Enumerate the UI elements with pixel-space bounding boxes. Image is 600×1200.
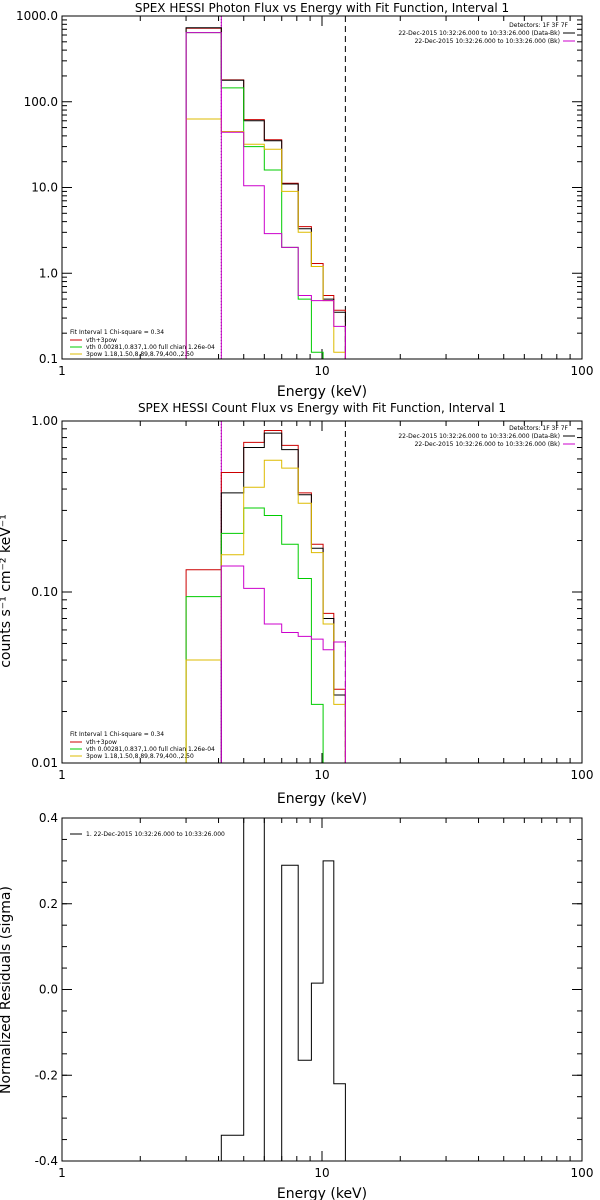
x-tick-label-10: 10 (314, 364, 329, 378)
x-tick-label-100: 100 (571, 364, 594, 378)
y-tick-label-0-1: 0.1 (39, 352, 58, 366)
legend-detectors: Detectors: 1F 3F 7F (509, 425, 568, 432)
residuals-panel: Normalized Residuals (sigma) Energy (keV… (0, 811, 593, 1200)
count-flux-legend-bottomleft: Fit Interval 1 Chi-square = 0.34 vth+3po… (70, 731, 215, 760)
legend-bk: 22-Dec-2015 10:32:26.000 to 10:33:26.000… (415, 441, 560, 448)
y-tick-label-100-0: 100.0 (24, 95, 58, 109)
count-flux-series (185, 430, 352, 764)
y-tick-label-0-0: 0.0 (39, 983, 58, 997)
residuals-xlabel: Energy (keV) (277, 1186, 367, 1200)
legend-fit-total: vth+3pow (86, 739, 117, 746)
legend-fit-3pow: 3pow 1.18,1.50,8.89,8.79,400.,2.50 (86, 753, 194, 760)
histogram-series-2 (185, 507, 352, 764)
photon-flux-panel: SPEX HESSI Photon Flux vs Energy with Fi… (16, 1, 593, 400)
y-tick-label-0-2: 0.2 (39, 897, 58, 911)
histogram-series-3 (185, 459, 352, 764)
histogram-series-0 (185, 27, 346, 359)
photon-flux-xlabel: Energy (keV) (277, 384, 367, 400)
histogram-series-1 (185, 27, 346, 359)
photon-flux-legend-bottomleft: Fit Interval 1 Chi-square = 0.34 vth+3po… (70, 329, 215, 358)
count-flux-xlabel: Energy (keV) (277, 791, 367, 807)
residuals-series (220, 817, 346, 1162)
legend-detectors: Detectors: 1F 3F 7F (509, 22, 568, 29)
y-tick-label-1-0: 1.0 (39, 266, 58, 280)
count-flux-ticks: 1 10 100 0.01 0.10 1.00 (31, 414, 593, 782)
legend-bk: 22-Dec-2015 10:32:26.000 to 10:33:26.000… (415, 38, 560, 45)
residuals-plot-frame (61, 817, 583, 1162)
histogram-series-0 (220, 817, 346, 1162)
y-tick-label-0-2: -0.2 (35, 1068, 58, 1082)
histogram-series-2 (185, 32, 346, 360)
legend-data-minus-bk: 22-Dec-2015 10:32:26.000 to 10:33:26.000… (398, 433, 560, 440)
legend-fit-header: Fit Interval 1 Chi-square = 0.34 (70, 731, 164, 738)
count-flux-plot-frame (61, 420, 583, 764)
residuals-legend-topleft: 1. 22-Dec-2015 10:32:26.000 to 10:33:26.… (70, 831, 225, 838)
photon-flux-reference-lines (220, 16, 346, 359)
photon-flux-ticks: 1 10 100 0.1 1.0 10.0 100.0 1000.0 (16, 9, 593, 378)
x-tick-label-10: 10 (314, 1166, 329, 1180)
y-tick-label-10-0: 10.0 (31, 181, 58, 195)
legend-fit-vth: vth 0.00281,0.837,1.00 full chian 1.26e-… (86, 344, 215, 351)
residuals-ticks: 1 10 100 -0.4 -0.2 0.0 0.2 0.4 (35, 811, 594, 1180)
x-tick-label-100: 100 (571, 1166, 594, 1180)
legend-fit-total: vth+3pow (86, 337, 117, 344)
y-tick-label-0-10: 0.10 (31, 585, 58, 599)
photon-flux-legend-topright: Detectors: 1F 3F 7F 22-Dec-2015 10:32:26… (398, 22, 575, 45)
x-tick-label-1: 1 (58, 1166, 66, 1180)
x-tick-label-1: 1 (58, 364, 66, 378)
photon-flux-plot-frame (61, 15, 583, 360)
legend-fit-3pow: 3pow 1.18,1.50,8.89,8.79,400.,2.50 (86, 351, 194, 358)
y-tick-label-1-00: 1.00 (31, 414, 58, 428)
x-tick-label-100: 100 (571, 768, 594, 782)
legend-residual-interval: 1. 22-Dec-2015 10:32:26.000 to 10:33:26.… (86, 831, 225, 838)
photon-flux-title: SPEX HESSI Photon Flux vs Energy with Fi… (135, 1, 509, 15)
count-flux-panel: SPEX HESSI Count Flux vs Energy with Fit… (0, 401, 593, 807)
residuals-ylabel: Normalized Residuals (sigma) (0, 886, 14, 1094)
y-tick-label-0-01: 0.01 (31, 756, 58, 770)
y-tick-label-0-4: -0.4 (35, 1154, 58, 1168)
count-flux-legend-topright: Detectors: 1F 3F 7F 22-Dec-2015 10:32:26… (398, 425, 575, 448)
y-tick-label-1000-0: 1000.0 (16, 9, 58, 23)
histogram-series-4 (186, 565, 352, 764)
histogram-series-1 (186, 432, 352, 764)
legend-data-minus-bk: 22-Dec-2015 10:32:26.000 to 10:33:26.000… (398, 30, 560, 37)
x-tick-label-10: 10 (314, 768, 329, 782)
histogram-series-4 (185, 32, 346, 359)
legend-fit-vth: vth 0.00281,0.837,1.00 full chian 1.26e-… (86, 746, 215, 753)
count-flux-title: SPEX HESSI Count Flux vs Energy with Fit… (138, 401, 506, 415)
x-tick-label-1: 1 (58, 768, 66, 782)
legend-fit-header: Fit Interval 1 Chi-square = 0.34 (70, 329, 164, 336)
y-tick-label-0-4: 0.4 (39, 811, 58, 825)
histogram-series-3 (185, 118, 346, 359)
photon-flux-series (185, 27, 346, 360)
count-flux-ylabel: counts s⁻¹ cm⁻² keV⁻¹ (0, 514, 14, 668)
